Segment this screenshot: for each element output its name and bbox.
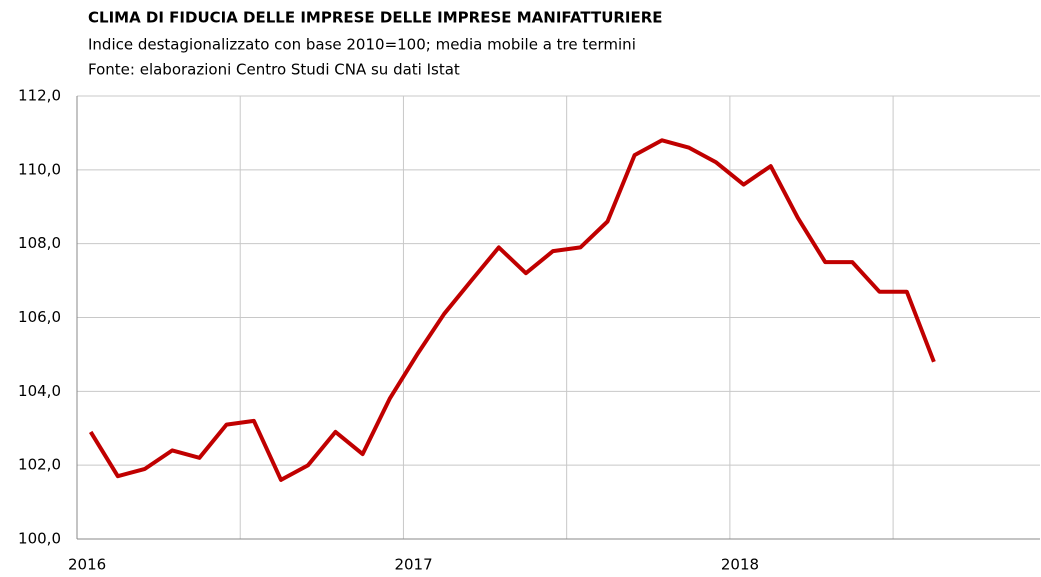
y-tick-label: 112,0 xyxy=(18,87,61,105)
y-tick-label: 110,0 xyxy=(18,160,61,178)
chart-subtitle: Indice destagionalizzato con base 2010=1… xyxy=(88,36,636,54)
x-tick-label: 2016 xyxy=(68,556,106,574)
y-tick-label: 108,0 xyxy=(18,234,61,252)
y-tick-label: 106,0 xyxy=(18,308,61,326)
y-tick-label: 104,0 xyxy=(18,382,61,400)
data-line xyxy=(88,138,936,482)
y-tick-label: 100,0 xyxy=(18,530,61,548)
chart-source: Fonte: elaborazioni Centro Studi CNA su … xyxy=(88,61,460,79)
x-tick-label: 2018 xyxy=(721,556,759,574)
y-tick-label: 102,0 xyxy=(18,456,61,474)
chart-title: CLIMA DI FIDUCIA DELLE IMPRESE DELLE IMP… xyxy=(88,9,663,27)
x-tick-label: 2017 xyxy=(394,556,432,574)
